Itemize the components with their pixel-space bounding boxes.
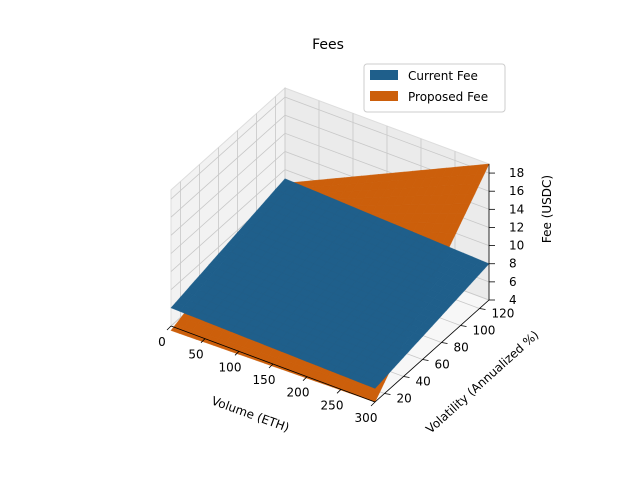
y-axis-line	[374, 299, 490, 403]
y-tick	[384, 393, 391, 395]
y-tick-label: 80	[454, 341, 469, 355]
y-axis-label: Volatility (Annualized %)	[423, 328, 541, 436]
chart-title: Fees	[312, 37, 344, 53]
surface-current-fee	[170, 178, 490, 389]
y-tick-label: 20	[397, 392, 412, 406]
x-tick	[336, 389, 342, 394]
y-tick	[422, 359, 429, 361]
x-tick-label: 200	[287, 386, 310, 400]
y-tick-label: 100	[473, 324, 496, 338]
z-axis-label: Fee (USDC)	[540, 175, 554, 243]
x-tick	[166, 325, 172, 331]
x-tick-label: 150	[253, 373, 276, 387]
y-tick	[403, 376, 410, 378]
y-tick-label: 60	[435, 358, 450, 372]
legend-label-current: Current Fee	[408, 69, 478, 83]
y-tick	[460, 325, 467, 327]
tick-marks	[166, 172, 495, 407]
x-tick	[200, 338, 206, 343]
x-tick-label: 250	[321, 398, 344, 412]
z-tick-label: 18	[509, 166, 524, 180]
x-axis-label: Volume (ETH)	[210, 394, 292, 435]
legend-label-proposed: Proposed Fee	[408, 90, 488, 104]
z-tick-label: 8	[509, 257, 517, 271]
x-tick	[302, 376, 308, 381]
z-tick-label: 16	[509, 184, 524, 198]
z-gridline	[170, 114, 490, 218]
z-tick-label: 4	[509, 293, 517, 307]
x-tick	[234, 351, 240, 356]
z-tick-label: 6	[509, 275, 517, 289]
legend-swatch-current	[370, 70, 398, 80]
y-tick	[441, 342, 448, 344]
z-tick-label: 14	[509, 202, 524, 216]
z-gridline	[170, 96, 490, 200]
x-tick	[370, 401, 376, 407]
x-tick-label: 100	[219, 360, 242, 374]
y-tick	[479, 308, 486, 310]
z-tick-label: 12	[509, 220, 524, 234]
x-tick-label: 300	[355, 411, 378, 425]
x-tick-label: 0	[158, 335, 166, 349]
y-tick-label: 40	[416, 375, 431, 389]
surfaces	[170, 163, 490, 403]
y-tick-label: 120	[492, 307, 515, 321]
x-tick-label: 50	[188, 348, 203, 362]
z-tick-label: 10	[509, 239, 524, 253]
x-tick	[268, 363, 274, 369]
legend-frame	[363, 63, 506, 113]
legend: Current Fee Proposed Fee	[363, 63, 506, 113]
legend-swatch-proposed	[370, 91, 398, 101]
